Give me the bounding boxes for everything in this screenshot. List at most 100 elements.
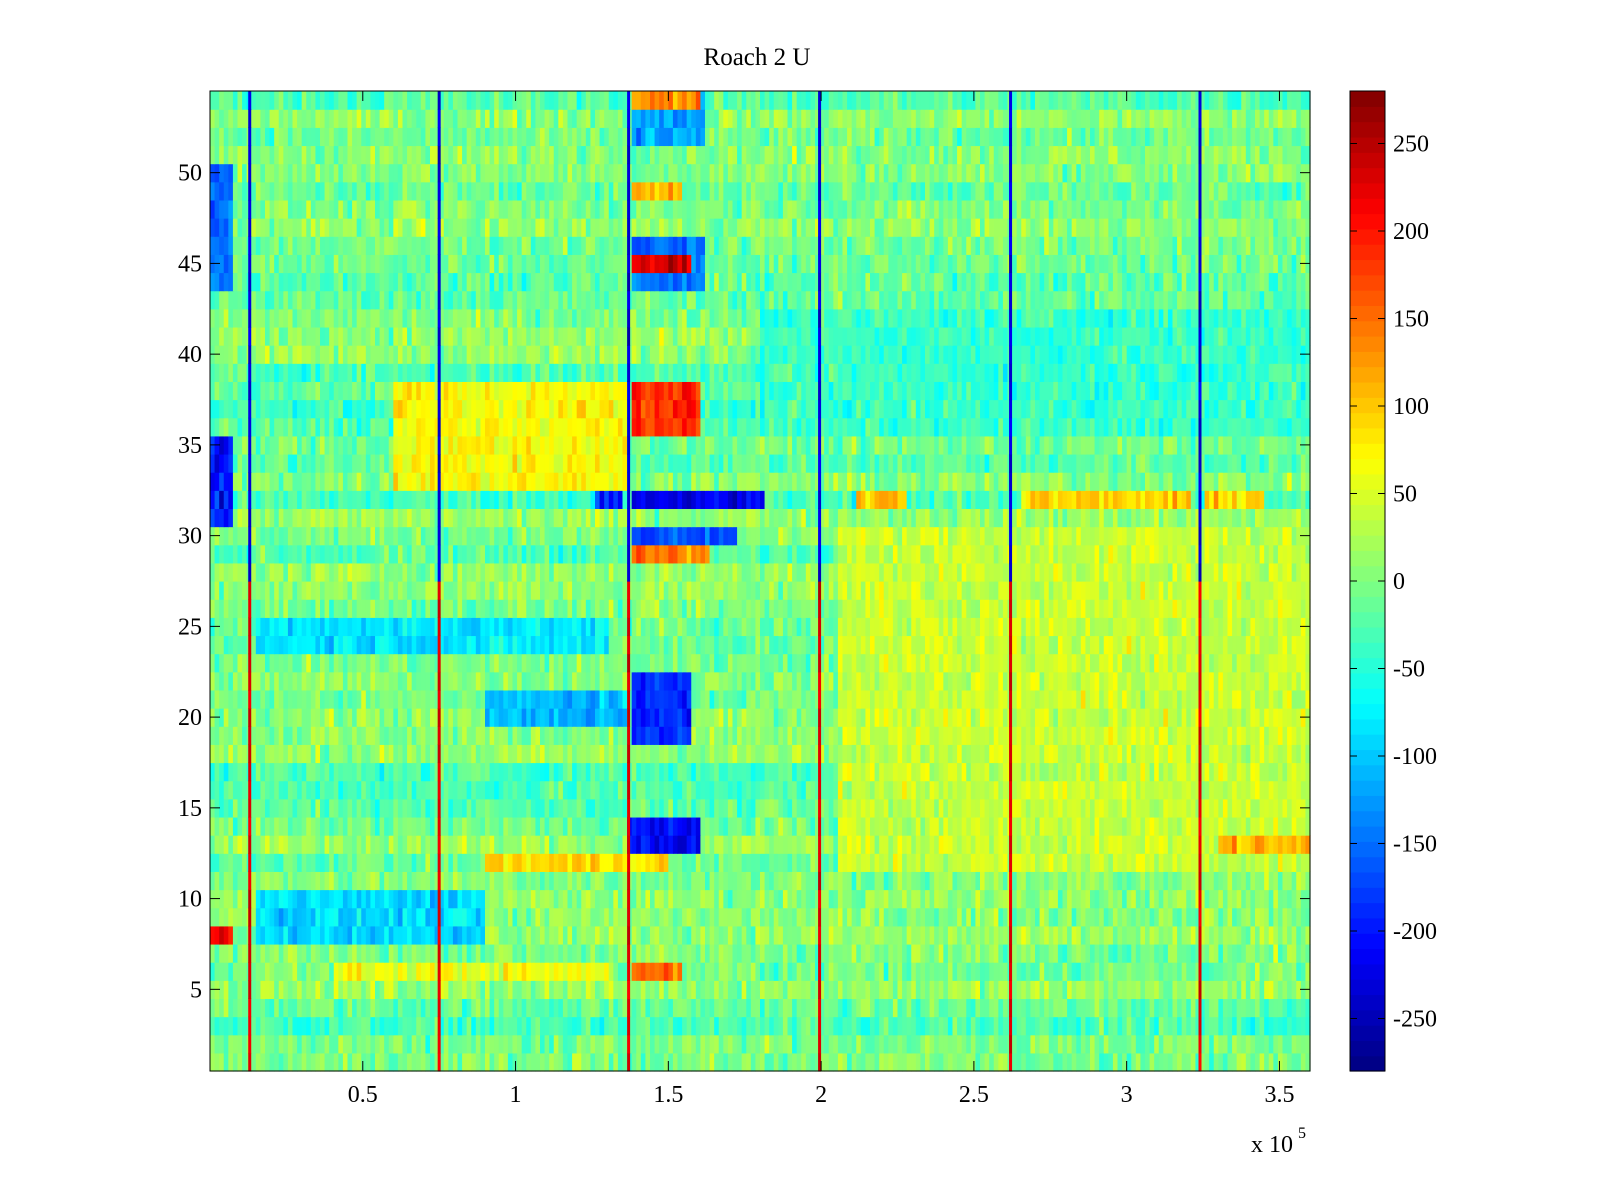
heatmap-cell [984, 708, 990, 727]
heatmap-cell [265, 998, 271, 1018]
heatmap-cell [1071, 962, 1077, 981]
heatmap-cell [544, 943, 550, 963]
heatmap-cell [1076, 889, 1082, 909]
heatmap-cell [1250, 853, 1256, 872]
heatmap-cell [1232, 744, 1238, 764]
heatmap-cell [558, 689, 564, 709]
heatmap-cell [320, 889, 326, 909]
heatmap-cell [998, 998, 1004, 1018]
heatmap-cell [952, 708, 958, 727]
heatmap-cell [544, 1016, 550, 1036]
heatmap-cell [810, 871, 816, 891]
heatmap-cell [883, 853, 889, 872]
heatmap-cell [659, 689, 665, 709]
heatmap-cell [544, 1034, 550, 1054]
heatmap-cell [1300, 1052, 1307, 1072]
heatmap-cell [778, 744, 784, 764]
heatmap-cell [595, 1052, 601, 1072]
heatmap-cell [356, 980, 362, 1000]
heatmap-cell [874, 907, 880, 927]
heatmap-cell [828, 1034, 834, 1054]
heatmap-cell [760, 943, 766, 963]
heatmap-cell [718, 726, 724, 745]
heatmap-cell [870, 943, 876, 963]
heatmap-cell [448, 835, 454, 854]
heatmap-cell [851, 835, 857, 854]
heatmap-cell [1154, 780, 1160, 800]
heatmap-cell [1012, 853, 1018, 872]
heatmap-cell [397, 980, 404, 1000]
heatmap-cell [278, 1016, 284, 1036]
heatmap-cell [856, 962, 862, 981]
heatmap-cell [984, 907, 990, 927]
heatmap-cell [856, 726, 862, 745]
heatmap-cell [342, 708, 349, 727]
heatmap-cell [301, 835, 307, 854]
heatmap-cell [287, 744, 294, 764]
heatmap-cell [663, 816, 669, 836]
heatmap-cell [604, 708, 610, 727]
heatmap-cell [1094, 816, 1100, 836]
heatmap-cell [1172, 708, 1178, 727]
heatmap-cell [1287, 708, 1293, 727]
heatmap-cell [1195, 925, 1201, 945]
heatmap-cell [860, 980, 867, 1000]
heatmap-cell [782, 998, 789, 1018]
heatmap-cell [925, 689, 931, 709]
heatmap-cell [232, 889, 239, 909]
heatmap-cell [292, 1052, 298, 1072]
heatmap-cell [1172, 853, 1178, 872]
heatmap-cell [773, 925, 779, 945]
heatmap-cell [659, 1034, 665, 1054]
heatmap-cell [746, 980, 752, 1000]
heatmap-cell [1200, 798, 1206, 818]
heatmap-cell [393, 708, 399, 727]
heatmap-cell [1154, 798, 1160, 818]
heatmap-cell [562, 907, 569, 927]
heatmap-cell [1094, 798, 1100, 818]
heatmap-cell [1287, 853, 1293, 872]
heatmap-cell [1080, 943, 1087, 963]
heatmap-cell [608, 726, 614, 745]
heatmap-cell [416, 871, 422, 891]
heatmap-cell [705, 907, 711, 927]
heatmap-cell [439, 835, 445, 854]
heatmap-cell [214, 871, 220, 891]
heatmap-cell [572, 980, 578, 1000]
heatmap-cell [934, 726, 940, 745]
heatmap-cell [906, 762, 912, 782]
heatmap-cell [847, 780, 853, 800]
heatmap-cell [1044, 1034, 1050, 1054]
heatmap-cell [388, 835, 394, 854]
heatmap-cell [604, 1052, 610, 1072]
heatmap-cell [1154, 889, 1160, 909]
heatmap-cell [1277, 907, 1284, 927]
heatmap-cell [439, 1016, 445, 1036]
heatmap-cell [489, 871, 495, 891]
heatmap-cell [961, 1034, 967, 1054]
heatmap-cell [815, 980, 821, 1000]
heatmap-cell [892, 980, 899, 1000]
heatmap-cell [980, 889, 986, 909]
heatmap-cell [1264, 744, 1270, 764]
heatmap-cell [856, 744, 862, 764]
heatmap-cell [984, 1052, 990, 1072]
heatmap-cell [764, 689, 770, 709]
heatmap-cell [283, 708, 289, 727]
heatmap-cell [498, 871, 504, 891]
heatmap-cell [342, 925, 349, 945]
heatmap-cell [1277, 871, 1284, 891]
heatmap-cell [232, 689, 239, 709]
heatmap-cell [700, 998, 706, 1018]
heatmap-cell [622, 962, 628, 981]
heatmap-cell [581, 689, 587, 709]
heatmap-cell [700, 816, 706, 836]
heatmap-cell [595, 780, 601, 800]
heatmap-cell [581, 726, 587, 745]
heatmap-cell [870, 1034, 876, 1054]
heatmap-cell [388, 853, 394, 872]
heatmap-cell [824, 871, 830, 891]
heatmap-cell [1067, 853, 1073, 872]
heatmap-cell [860, 1052, 867, 1072]
heatmap-cell [1291, 962, 1297, 981]
